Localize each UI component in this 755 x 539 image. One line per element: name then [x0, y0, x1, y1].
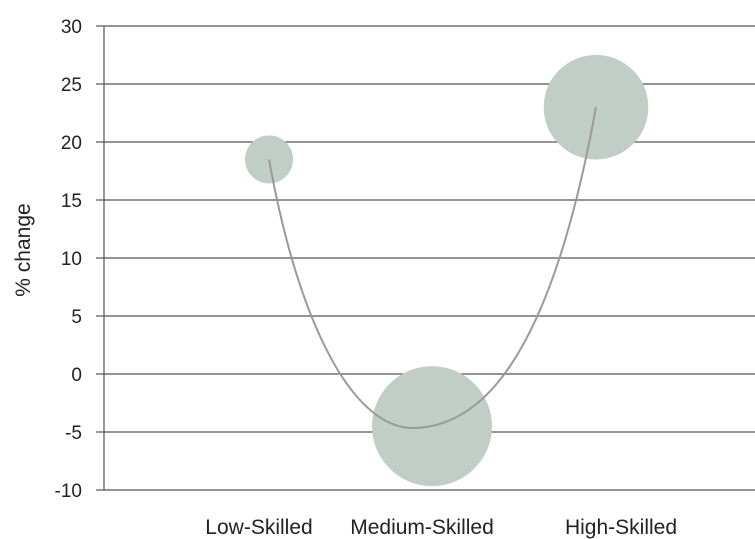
x-category-label: High-Skilled [565, 516, 677, 539]
y-tick-label: 30 [61, 17, 82, 38]
y-tick-label: 25 [61, 75, 82, 96]
gridlines [103, 25, 755, 491]
y-tick-label: -10 [55, 481, 82, 502]
x-axis-categories: Low-Skilled Medium-Skilled High-Skilled [205, 516, 677, 539]
y-tick-label: 0 [71, 365, 82, 386]
y-tick-label: 15 [61, 191, 82, 212]
y-axis-ticks: 30 25 20 15 10 5 0 -5 -10 [55, 17, 104, 502]
y-axis-title: % change [12, 203, 35, 296]
bubble-high-skilled [543, 54, 649, 160]
x-category-label: Low-Skilled [205, 516, 312, 539]
y-tick-label: 20 [61, 133, 82, 154]
x-category-label: Medium-Skilled [350, 516, 494, 539]
y-tick-label: 10 [61, 249, 82, 270]
trend-curve [268, 107, 597, 430]
y-tick-label: 5 [71, 307, 82, 328]
y-tick-label: -5 [65, 423, 82, 444]
